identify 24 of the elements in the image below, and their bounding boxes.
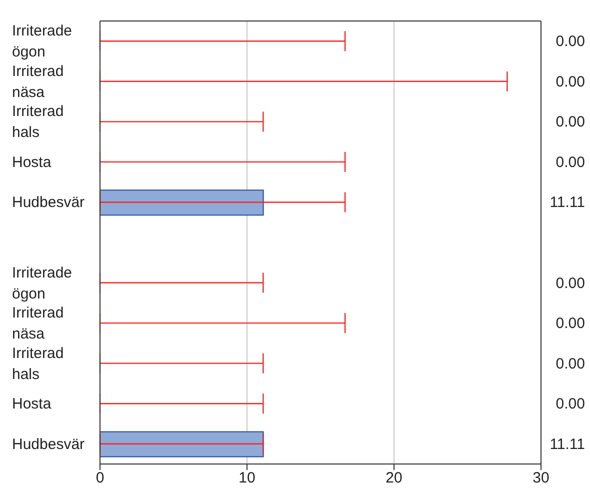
y-tick-label: Irriterad hals	[12, 102, 64, 141]
x-tick-label: 30	[532, 470, 550, 487]
data-label: 11.11	[550, 435, 585, 452]
data-label: 0.00	[556, 354, 585, 372]
y-tick-label: Irriterad näsa	[12, 304, 64, 342]
y-tick-label: Irriterad näsa	[12, 62, 64, 100]
data-label: 0.00	[556, 395, 585, 412]
data-label: 0.00	[556, 72, 585, 90]
x-tick-label: 20	[386, 470, 402, 487]
y-tick-label: Irriterade ögon	[12, 22, 72, 60]
y-tick-label: Hudbesvär	[12, 435, 85, 452]
data-label: 0.00	[556, 314, 585, 332]
data-label: 0.00	[556, 113, 585, 130]
y-tick-label: Hosta	[12, 395, 52, 412]
data-label: 11.11	[550, 194, 585, 211]
data-label: 0.00	[556, 153, 585, 170]
y-tick-label: Hosta	[12, 153, 52, 170]
y-tick-label: Irriterade ögon	[12, 264, 72, 302]
data-label: 0.00	[556, 274, 585, 292]
y-tick-label: Irriterad hals	[12, 344, 64, 382]
data-label: 0.00	[556, 32, 585, 50]
x-tick-label: 10	[238, 470, 256, 487]
x-tick-label: 0	[96, 470, 104, 487]
y-tick-label: Hudbesvär	[12, 194, 85, 211]
